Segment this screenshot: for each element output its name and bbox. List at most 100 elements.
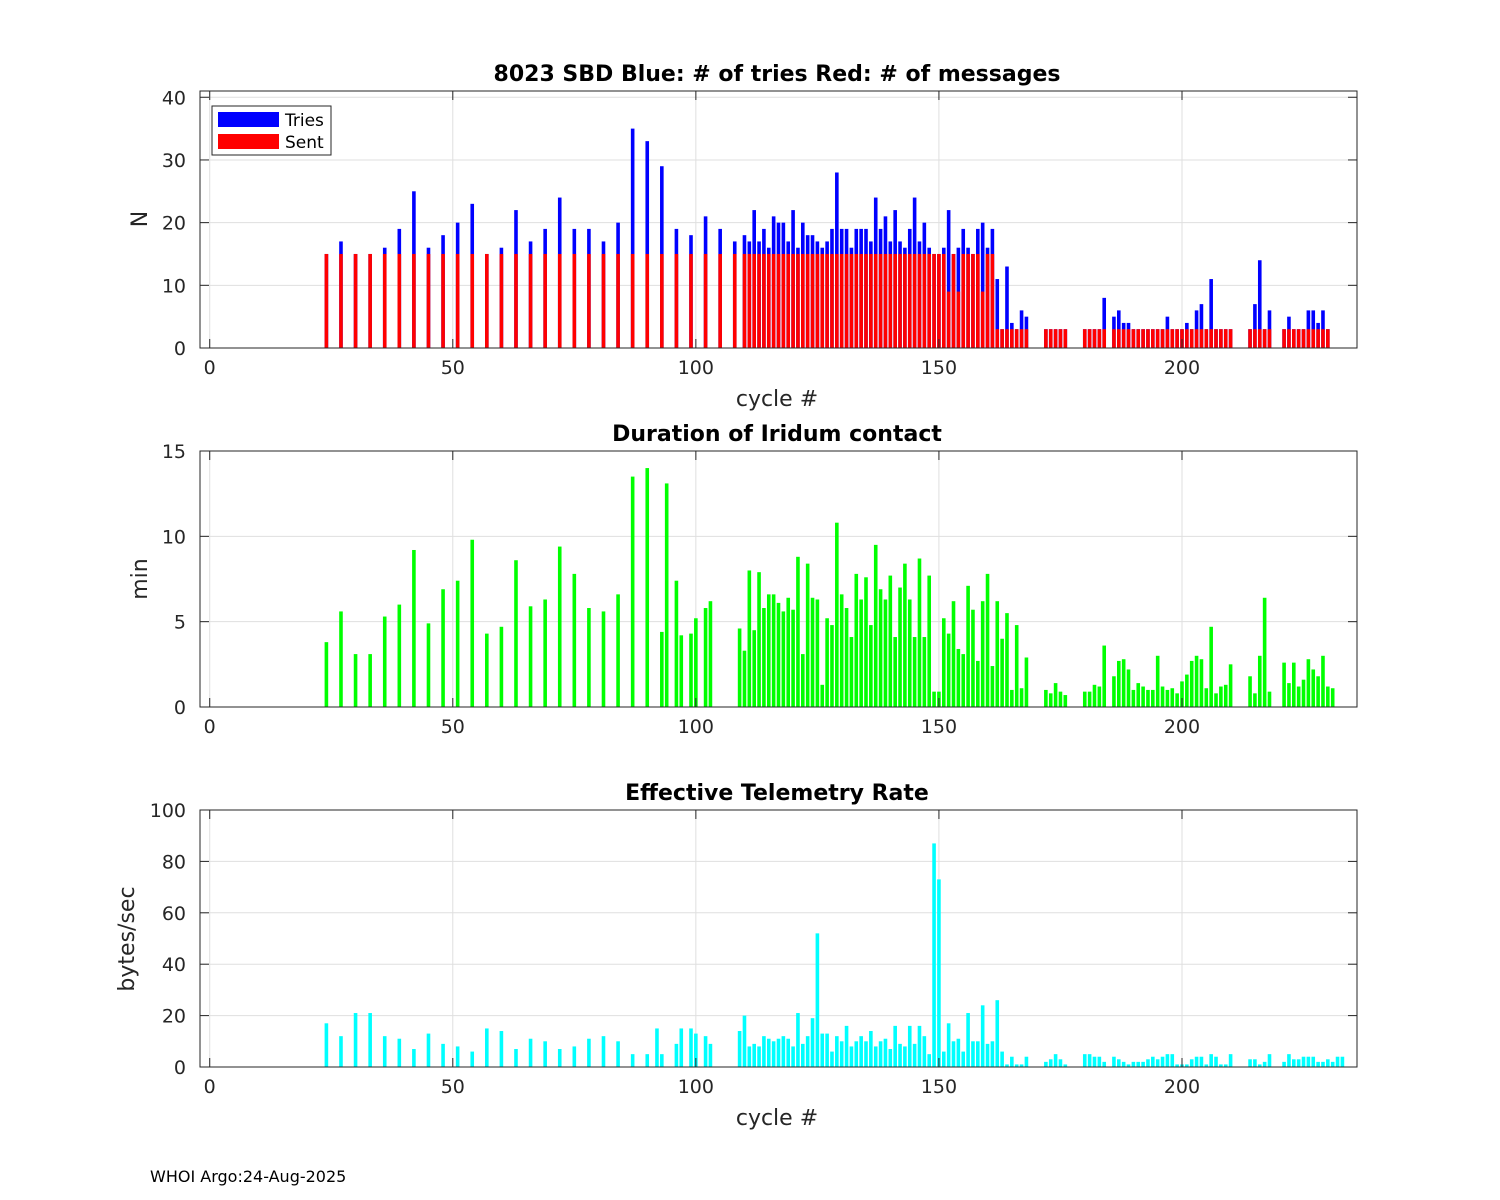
bar [810,597,815,707]
bar [679,1028,684,1067]
bar-sent [1223,329,1228,348]
bar [694,1033,698,1067]
bar-sent [869,253,873,348]
bar-sent [766,253,771,348]
bar [1165,1054,1170,1067]
bar [980,601,985,707]
bar [830,1051,834,1067]
x-axis-label: cycle # [736,1106,818,1131]
bar [873,1046,878,1067]
x-axis-label: cycle # [736,387,818,412]
bar [703,1036,708,1067]
bar-sent [854,253,859,348]
bar [1063,695,1068,707]
bar-sent [990,253,995,348]
bar-sent [830,253,834,348]
bar [1141,686,1145,707]
bar [932,843,936,1067]
bar-sent [368,253,372,348]
bar [616,1041,620,1067]
bar [980,1005,985,1067]
legend-label-sent: Sent [285,133,324,153]
bar-sent [995,329,1000,348]
bar-sent [1311,329,1316,348]
bar [771,594,776,707]
bar-sent [888,253,893,348]
bar [368,654,372,707]
bar [990,666,995,707]
bar-sent [917,253,922,348]
bar [1005,613,1009,707]
legend-swatch-tries [218,112,279,127]
bar-sent [1000,329,1004,348]
bar [966,585,970,707]
bar-sent [1160,329,1165,348]
bar [1048,1059,1053,1067]
bar [1151,689,1155,707]
bar [888,1049,893,1067]
x-tick-label: 50 [441,357,465,379]
bar [1311,669,1316,707]
bar-sent [1262,329,1267,348]
bar [1165,689,1170,707]
bar [1063,1064,1068,1067]
bar [1199,659,1204,707]
bar [353,1013,358,1067]
bar [941,618,946,707]
bar-sent [762,253,766,348]
bar-sent [1189,329,1194,348]
bar-sent [1044,329,1048,348]
bar [825,618,829,707]
bar-sent [1087,329,1092,348]
bar [1335,1056,1340,1067]
bar [1097,686,1102,707]
bar [961,654,966,707]
bar [1326,1059,1330,1067]
bar [976,1041,980,1067]
bar [966,1013,970,1067]
bar-sent [976,253,980,348]
bar-sent [572,253,577,348]
bar [956,648,961,707]
y-axis-label: min [128,558,153,600]
bar-sent [1092,329,1097,348]
bar [766,594,771,707]
bar [689,633,693,707]
bar-sent [1155,329,1160,348]
bar [1024,1056,1029,1067]
bar [766,1038,771,1067]
bar [927,1054,932,1067]
bar [441,589,445,707]
bar [757,572,761,707]
bar-sent [1282,329,1286,348]
bar [796,556,800,707]
bar [1126,1064,1131,1067]
bar [1287,1054,1291,1067]
bar-sent [1141,329,1145,348]
bar-sent [660,253,664,348]
bar [368,1013,372,1067]
bar-sent [1048,329,1053,348]
bar-sent [1209,329,1213,348]
x-tick-label: 50 [441,1076,465,1098]
bar-tries [1209,279,1213,348]
bar [1248,1059,1252,1067]
bar-sent [1126,329,1131,348]
bar-sent [903,253,907,348]
bar [1010,689,1014,707]
bar [801,654,805,707]
bar [1267,691,1272,707]
bar [932,691,936,707]
bar [587,1038,591,1067]
bar-sent [1248,329,1252,348]
bar [1301,1056,1306,1067]
bar [441,1043,445,1067]
bar [917,558,922,707]
bar-sent [922,253,927,348]
bar [708,1043,713,1067]
bar [1321,655,1325,707]
y-tick-label: 80 [162,851,186,873]
bar-sent [810,253,815,348]
bar [1180,681,1184,707]
